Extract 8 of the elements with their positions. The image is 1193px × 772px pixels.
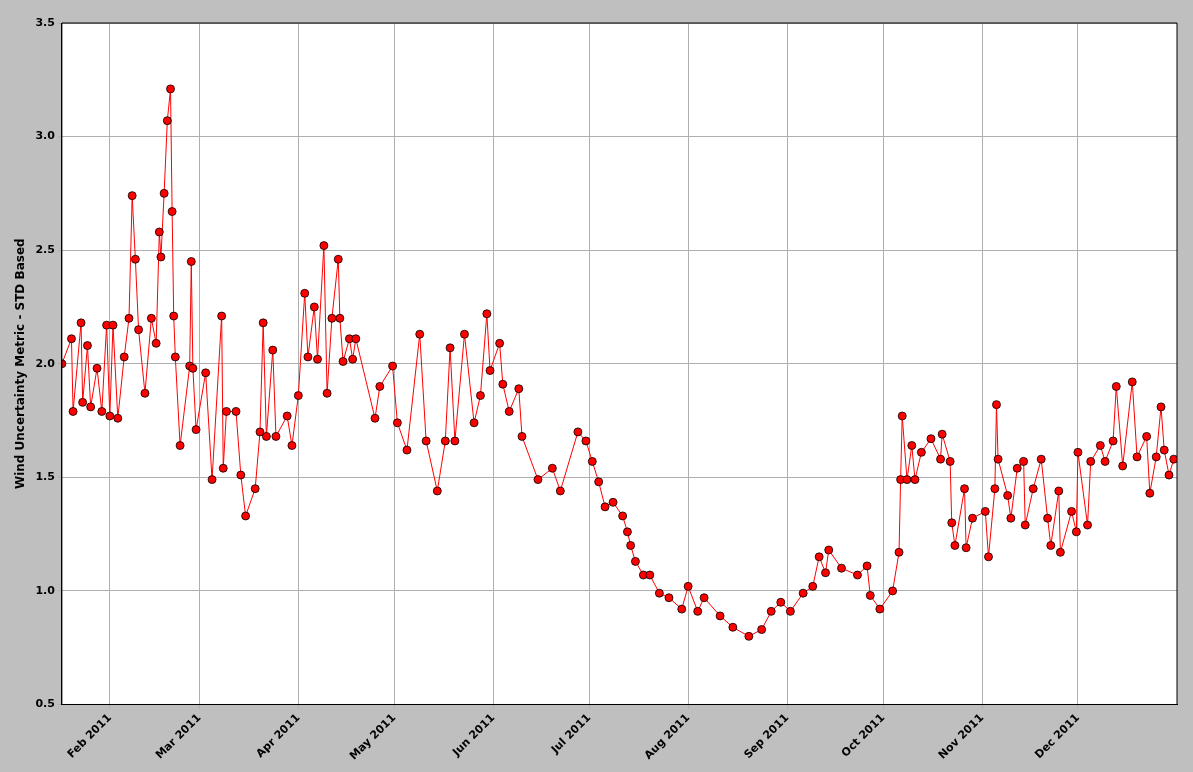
y-tick-label: 1.0 bbox=[35, 583, 56, 597]
y-tick-label: 3.0 bbox=[35, 129, 56, 143]
y-axis-title: Wind Uncertainty Metric - STD Based bbox=[13, 238, 28, 490]
y-tick-label: 0.5 bbox=[35, 697, 55, 711]
y-tick-label: 3.5 bbox=[35, 15, 55, 29]
y-tick-label: 2.5 bbox=[35, 243, 55, 257]
y-tick-label: 1.5 bbox=[35, 470, 55, 484]
y-tick-label: 2.0 bbox=[35, 356, 56, 370]
